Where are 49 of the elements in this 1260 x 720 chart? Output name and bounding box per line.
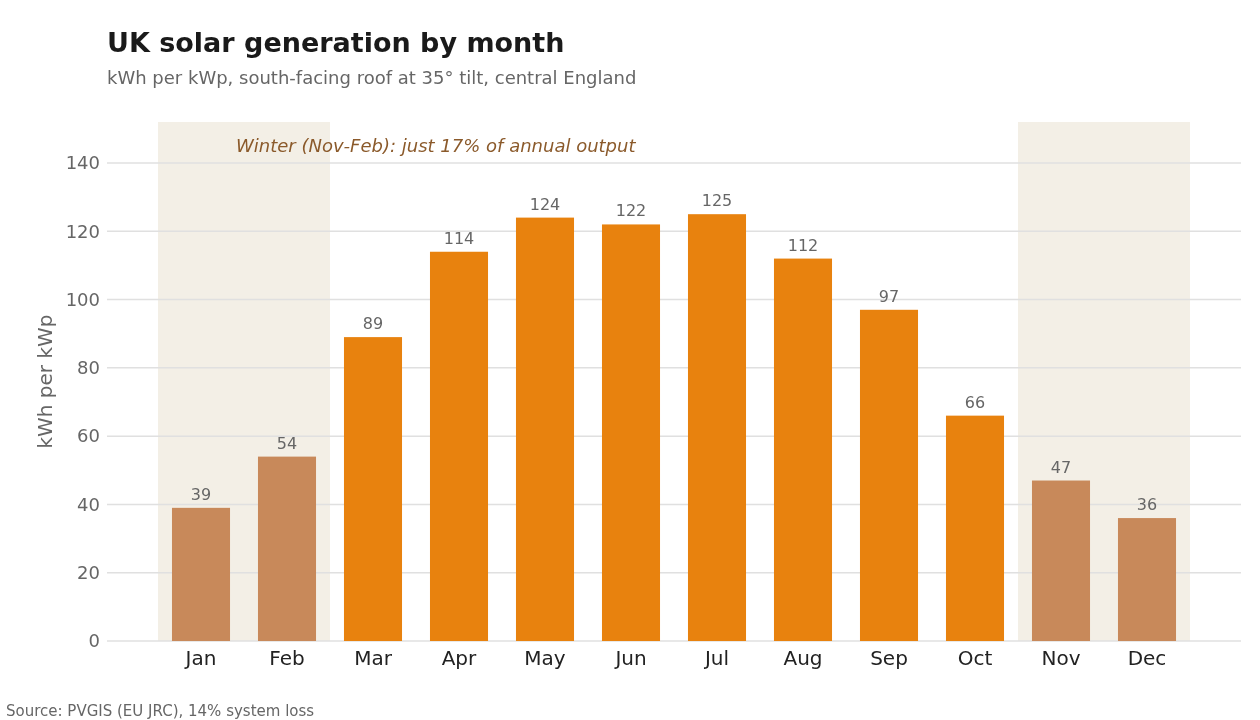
data-label: 124	[529, 194, 561, 214]
x-tick-label: Feb	[269, 646, 305, 670]
data-label: 97	[878, 286, 900, 306]
data-label: 47	[1050, 457, 1072, 477]
x-tick-label: Oct	[957, 646, 993, 670]
y-tick-label: 120	[65, 220, 100, 242]
y-tick-label: 40	[77, 493, 100, 515]
data-label: 114	[443, 228, 475, 248]
x-tick-label: Dec	[1127, 646, 1167, 670]
y-tick-label: 0	[88, 630, 100, 652]
x-tick-label: Nov	[1041, 646, 1081, 670]
chart-subtitle: kWh per kWp, south-facing roof at 35° tilt, central England	[107, 67, 637, 88]
bar	[687, 214, 747, 641]
x-tick-label: Mar	[354, 646, 393, 670]
bar	[343, 337, 403, 641]
bar	[257, 456, 317, 641]
band-label: Winter (Nov-Feb): just 17% of annual output	[236, 135, 637, 156]
bar	[1117, 518, 1177, 641]
data-label: 125	[701, 191, 733, 211]
y-tick-label: 80	[77, 357, 100, 379]
bar	[429, 251, 489, 641]
bar	[773, 258, 833, 641]
bar	[171, 507, 231, 641]
x-tick-label: Jan	[183, 646, 217, 670]
x-tick-label: Jun	[613, 646, 647, 670]
bar	[1031, 480, 1091, 641]
y-tick-label: 20	[77, 562, 100, 584]
x-tick-label: Aug	[783, 646, 823, 670]
data-label: 122	[615, 201, 647, 221]
data-label: 89	[362, 314, 384, 334]
y-tick-label: 140	[65, 152, 100, 174]
x-tick-label: Jul	[702, 646, 730, 670]
chart-title: UK solar generation by month	[107, 27, 565, 58]
y-axis-title: kWh per kWp	[33, 314, 57, 449]
source-note: Source: PVGIS (EU JRC), 14% system loss	[6, 702, 315, 720]
bar	[515, 217, 575, 641]
data-label: 54	[276, 433, 298, 453]
x-tick-label: May	[524, 646, 566, 670]
data-label: 39	[190, 484, 212, 504]
data-label: 112	[787, 235, 819, 255]
y-tick-label: 60	[77, 425, 100, 447]
bar	[859, 309, 919, 641]
x-tick-label: Apr	[441, 646, 478, 670]
data-label: 36	[1136, 495, 1158, 515]
x-tick-label: Sep	[870, 646, 908, 670]
y-tick-label: 100	[65, 288, 100, 310]
bar	[945, 415, 1005, 641]
data-label: 66	[964, 392, 986, 412]
bar	[601, 224, 661, 641]
